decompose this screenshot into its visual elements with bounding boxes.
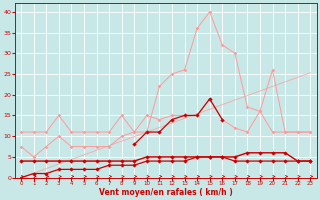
- X-axis label: Vent moyen/en rafales ( km/h ): Vent moyen/en rafales ( km/h ): [99, 188, 233, 197]
